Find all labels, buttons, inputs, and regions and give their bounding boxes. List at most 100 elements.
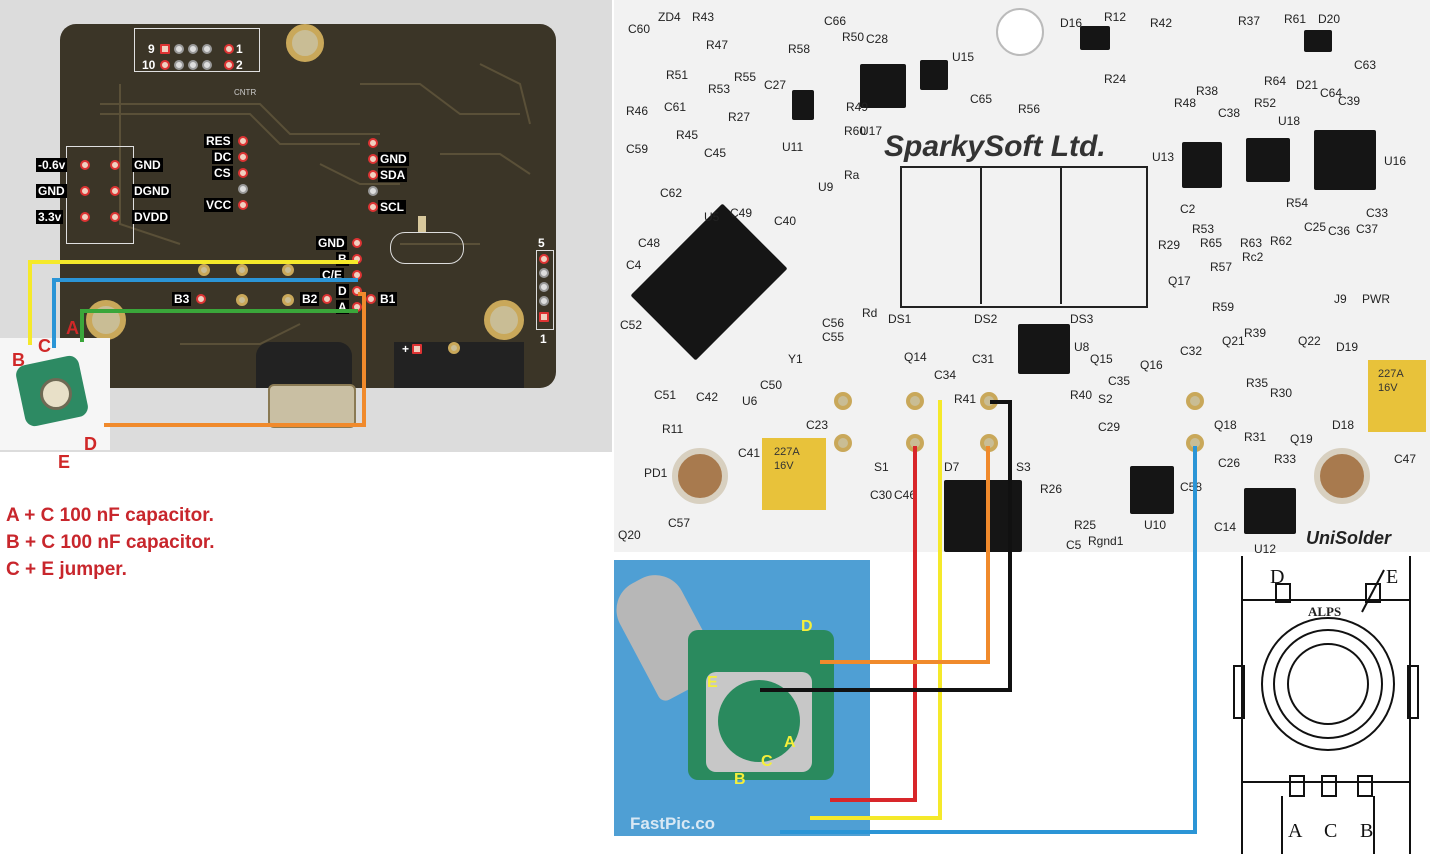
header-pad [160, 44, 170, 54]
power-pad [80, 160, 90, 170]
cap-c47-code: 227A [1378, 368, 1404, 380]
silk-c57: C57 [668, 516, 691, 530]
via-hole [236, 264, 248, 276]
b1-pad [366, 294, 376, 304]
wire-green-left [80, 309, 358, 342]
enc-left-b-label: B [12, 350, 25, 370]
chip-d20 [1304, 30, 1332, 52]
silk-c65: C65 [970, 92, 993, 106]
b2-pad [322, 294, 332, 304]
silk-c32: C32 [1180, 344, 1203, 358]
cap-c47-sub: 16V [1378, 382, 1398, 394]
silk-j9: J9 [1334, 292, 1347, 306]
silk-r53b: R53 [1192, 222, 1215, 236]
silk-r45: R45 [676, 128, 699, 142]
silk-q20: Q20 [618, 528, 641, 542]
conn5-pad [539, 296, 549, 306]
silk-s3: S3 [1016, 460, 1031, 474]
plus-pad [412, 344, 422, 354]
cap-c23-code: 227A [774, 446, 800, 458]
silk-r47: R47 [706, 38, 729, 52]
silk-c34: C34 [934, 368, 957, 382]
display-pad [238, 152, 248, 162]
wire-blue-right [780, 446, 1197, 834]
silk-r43: R43 [692, 10, 715, 24]
silk-d21: D21 [1296, 78, 1319, 92]
silk-q14: Q14 [904, 350, 927, 364]
i2c-pad [368, 202, 378, 212]
silk-s1: S1 [874, 460, 889, 474]
silk-c28: C28 [866, 32, 889, 46]
header-pad [174, 44, 184, 54]
silk-r56: R56 [1018, 102, 1041, 116]
display-pad [238, 168, 248, 178]
left-pcb-board: 9 10 1 2 CNTR -0.6v GND 3.3v GND DGND DV… [36, 24, 556, 388]
silk-c14: C14 [1214, 520, 1237, 534]
mounting-hole-bl [672, 448, 728, 504]
cap-c23-sub: 16V [774, 460, 794, 472]
silk-q15: Q15 [1090, 352, 1113, 366]
silk-r65: R65 [1200, 236, 1223, 250]
chip-u15 [920, 60, 948, 90]
via-hole [448, 342, 460, 354]
conn5-pad [539, 312, 549, 322]
display-divider [1060, 166, 1062, 304]
note-2: B + C 100 nF capacitor. [6, 532, 215, 553]
silk-c52: C52 [620, 318, 643, 332]
silk-u13: U13 [1152, 150, 1175, 164]
header-pad [174, 60, 184, 70]
silk-c38: C38 [1218, 106, 1241, 120]
power-pad [110, 186, 120, 196]
drawing-brand: ALPS [1308, 604, 1342, 619]
silk-c39: C39 [1338, 94, 1361, 108]
silk-c56: C56 [822, 316, 845, 330]
power-right-label-0: GND [132, 158, 163, 172]
wire-red [830, 446, 917, 802]
silk-r57: R57 [1210, 260, 1233, 274]
silk-q21: Q21 [1222, 334, 1245, 348]
i2c-pad [368, 154, 378, 164]
photo-a-label: A [784, 734, 796, 751]
silk-ds1: DS1 [888, 312, 912, 326]
silk-r12: R12 [1104, 10, 1127, 24]
photo-b-label: B [734, 771, 746, 788]
power-left-label-1: GND [36, 184, 67, 198]
silk-ra: Ra [844, 168, 860, 182]
silk-u17: U17 [860, 124, 883, 138]
chip-u8 [1018, 324, 1070, 374]
mounting-hole [86, 300, 126, 340]
header-pad [188, 60, 198, 70]
header-pad [224, 44, 234, 54]
display-label-res: RES [204, 134, 233, 148]
silk-r63: R63 [1240, 236, 1263, 250]
b1-label: B1 [378, 292, 398, 306]
power-right-label-2: DVDD [132, 210, 171, 224]
footer-brand: UniSolder [1306, 528, 1392, 548]
i2c-label-scl: SCL [378, 200, 406, 214]
silk-r62: R62 [1270, 234, 1293, 248]
silk-c42: C42 [696, 390, 719, 404]
silk-r39: R39 [1244, 326, 1267, 340]
silk-r27: R27 [728, 110, 751, 124]
display-label-cs: CS [212, 166, 233, 180]
chip-u17 [860, 64, 906, 108]
enc-label-d: D [336, 284, 349, 298]
silk-c25: C25 [1304, 220, 1327, 234]
enc-left-c-label: C [38, 336, 51, 356]
silk-ds3: DS3 [1070, 312, 1094, 326]
photo-c-label: C [761, 753, 773, 770]
silk-r42: R42 [1150, 16, 1173, 30]
header-pad [202, 44, 212, 54]
chip-u10 [1130, 466, 1174, 514]
via-hole [282, 294, 294, 306]
silk-u12: U12 [1254, 542, 1277, 556]
conn5-pad [539, 282, 549, 292]
silk-r24: R24 [1104, 72, 1127, 86]
silk-r48: R48 [1174, 96, 1197, 110]
power-pad [80, 186, 90, 196]
photo-d-label: D [801, 618, 813, 635]
mounting-hole-top [996, 8, 1044, 56]
silk-r46: R46 [626, 104, 649, 118]
chip-u18 [1246, 138, 1290, 182]
